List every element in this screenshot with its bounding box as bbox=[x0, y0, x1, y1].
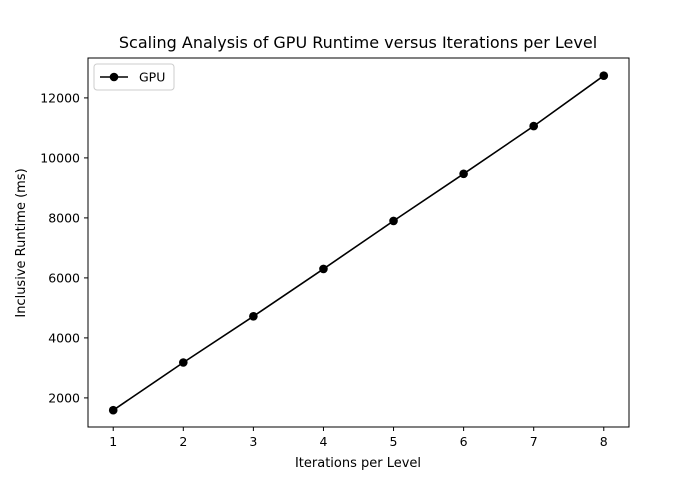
legend-label: GPU bbox=[139, 70, 165, 85]
data-point bbox=[599, 71, 609, 80]
x-tick-label: 3 bbox=[249, 434, 257, 449]
legend: GPU bbox=[93, 63, 175, 91]
legend-marker bbox=[109, 72, 119, 82]
data-point bbox=[179, 358, 188, 367]
data-point bbox=[319, 264, 328, 274]
data-point bbox=[108, 405, 118, 415]
data-point bbox=[249, 312, 258, 321]
x-tick-label: 4 bbox=[319, 434, 327, 449]
y-tick-label: 6000 bbox=[48, 270, 80, 285]
x-axis-label: Iterations per Level bbox=[295, 456, 421, 471]
x-tick-label: 7 bbox=[530, 434, 538, 449]
series-line-0 bbox=[112, 75, 605, 411]
data-point bbox=[529, 121, 538, 131]
axes: 1 2 3 4 5 6 7 8 2000 4000 6000 8000 10000 12000 bbox=[40, 57, 630, 449]
y-tick-label: 2000 bbox=[48, 390, 80, 405]
y-tick-label: 12000 bbox=[40, 90, 80, 105]
y-tick-label: 10000 bbox=[40, 150, 80, 165]
plot-area bbox=[108, 71, 609, 415]
x-tick-label: 8 bbox=[600, 434, 608, 449]
legend-box bbox=[93, 63, 175, 91]
y-axis-label: Inclusive Runtime (ms) bbox=[14, 168, 29, 317]
data-point bbox=[459, 169, 468, 179]
x-tick-label: 2 bbox=[179, 434, 187, 449]
y-tick-label: 8000 bbox=[48, 210, 80, 225]
data-point bbox=[389, 216, 398, 226]
x-tick-label: 6 bbox=[460, 434, 468, 449]
x-tick-label: 1 bbox=[109, 434, 117, 449]
chart-title: Scaling Analysis of GPU Runtime versus I… bbox=[119, 33, 597, 52]
plot-frame bbox=[87, 57, 630, 428]
y-tick-label: 4000 bbox=[48, 330, 80, 345]
x-tick-label: 5 bbox=[390, 434, 398, 449]
